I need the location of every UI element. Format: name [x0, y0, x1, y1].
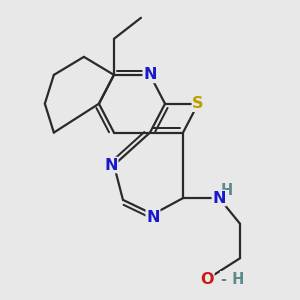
Text: - H: - H	[220, 272, 244, 287]
Text: O: O	[200, 272, 214, 287]
Text: N: N	[212, 190, 226, 206]
Text: S: S	[192, 96, 204, 111]
Text: N: N	[104, 158, 118, 172]
Text: H: H	[220, 183, 232, 198]
Text: N: N	[146, 210, 160, 225]
Text: N: N	[143, 68, 157, 82]
